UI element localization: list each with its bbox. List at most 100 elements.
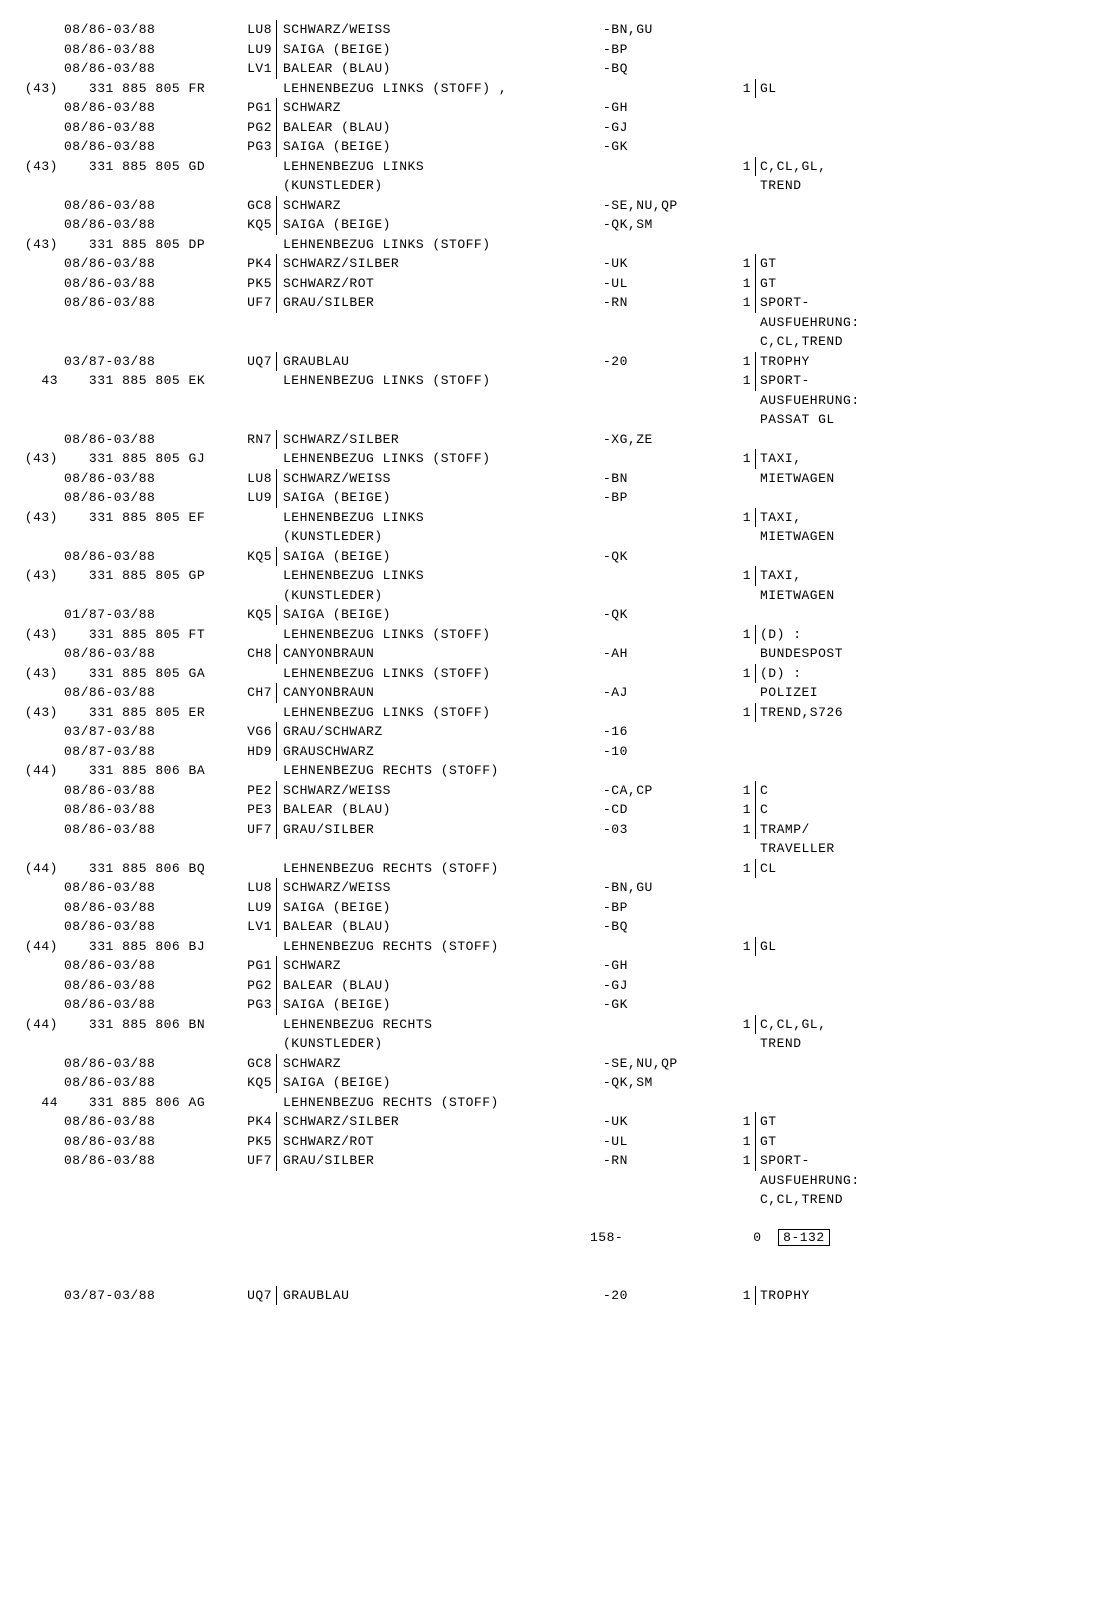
table-row: 08/86-03/88PK4SCHWARZ/SILBER-UK1GT (10, 1112, 1108, 1132)
cell-desc: LEHNENBEZUG LINKS (277, 508, 603, 528)
cell-opt: -03 (603, 820, 713, 840)
cell-note: TAXI, (756, 508, 920, 528)
cell-code: LV1 (234, 59, 277, 79)
cell-qty: 1 (713, 1286, 756, 1306)
cell-code: PG3 (234, 137, 277, 157)
cell-idx: (43) (10, 235, 64, 255)
cell-note: GT (756, 1132, 920, 1152)
cell-idx: (44) (10, 761, 64, 781)
cell-desc: SCHWARZ/SILBER (277, 430, 603, 450)
cell-date: 08/86-03/88 (64, 1151, 234, 1171)
cell-date: 08/86-03/88 (64, 820, 234, 840)
cell-opt: -CA,CP (603, 781, 713, 801)
cell-opt: -16 (603, 722, 713, 742)
table-row: C,CL,TREND (10, 332, 1108, 352)
table-row: 08/86-03/88PG3SAIGA (BEIGE)-GK (10, 137, 1108, 157)
cell-qty: 1 (713, 157, 756, 177)
cell-note: C (756, 781, 920, 801)
table-row: (43) 331 885 805 DP LEHNENBEZUG LINKS (ST… (10, 235, 1108, 255)
cell-desc: (KUNSTLEDER) (277, 1034, 603, 1054)
cell-date: 331 885 806 AG (64, 1093, 234, 1113)
cell-opt: -GJ (603, 118, 713, 138)
cell-date: 08/86-03/88 (64, 547, 234, 567)
cell-note: AUSFUEHRUNG: (756, 391, 920, 411)
cell-note: GT (756, 1112, 920, 1132)
cell-code: PG1 (234, 956, 277, 976)
cell-opt: -BN,GU (603, 878, 713, 898)
cell-desc: BALEAR (BLAU) (277, 800, 603, 820)
cell-idx: (43) (10, 625, 64, 645)
cell-date: 08/86-03/88 (64, 59, 234, 79)
cell-desc: BALEAR (BLAU) (277, 917, 603, 937)
table-row: (KUNSTLEDER)MIETWAGEN (10, 586, 1108, 606)
cell-desc: CANYONBRAUN (277, 644, 603, 664)
cell-desc: LEHNENBEZUG LINKS (STOFF) (277, 449, 603, 469)
cell-date: 08/86-03/88 (64, 137, 234, 157)
cell-code: LV1 (234, 917, 277, 937)
table-row: 08/86-03/88LU9SAIGA (BEIGE)-BP (10, 488, 1108, 508)
cell-qty: 1 (713, 371, 756, 391)
cell-desc: (KUNSTLEDER) (277, 527, 603, 547)
cell-date: 331 885 805 GP (64, 566, 234, 586)
table-row: 08/86-03/88GC8SCHWARZ-SE,NU,QP (10, 1054, 1108, 1074)
table-row: (43) 331 885 805 EFLEHNENBEZUG LINKS1TAX… (10, 508, 1108, 528)
cell-code: KQ5 (234, 605, 277, 625)
cell-qty: 1 (713, 937, 756, 957)
cell-date: 331 885 805 EK (64, 371, 234, 391)
cell-desc: SCHWARZ/WEISS (277, 20, 603, 40)
table-row: (43) 331 885 805 FTLEHNENBEZUG LINKS (ST… (10, 625, 1108, 645)
cell-date: 331 885 805 FT (64, 625, 234, 645)
cell-date: 08/86-03/88 (64, 293, 234, 313)
cell-opt: -BN,GU (603, 20, 713, 40)
cell-qty: 1 (713, 859, 756, 879)
cell-date: 08/86-03/88 (64, 683, 234, 703)
cell-qty: 1 (713, 781, 756, 801)
table-row: (43) 331 885 805 GALEHNENBEZUG LINKS (ST… (10, 664, 1108, 684)
cell-code: LU8 (234, 878, 277, 898)
cell-note: C,CL,GL, (756, 157, 920, 177)
cell-date: 08/86-03/88 (64, 1054, 234, 1074)
cell-date: 08/86-03/88 (64, 98, 234, 118)
cell-date: 331 885 805 DP (64, 235, 234, 255)
cell-date: 08/86-03/88 (64, 488, 234, 508)
table-row: C,CL,TREND (10, 1190, 1108, 1210)
table-row: 08/86-03/88LU8SCHWARZ/WEISS-BN,GU (10, 878, 1108, 898)
cell-note: C,CL,TREND (756, 1190, 920, 1210)
cell-code: UF7 (234, 820, 277, 840)
cell-note: SPORT- (756, 1151, 920, 1171)
cell-code: PE2 (234, 781, 277, 801)
cell-note: GL (756, 937, 920, 957)
cell-note: POLIZEI (756, 683, 920, 703)
cell-opt: -BP (603, 488, 713, 508)
cell-opt: -GK (603, 137, 713, 157)
table-row: (44) 331 885 806 BNLEHNENBEZUG RECHTS1C,… (10, 1015, 1108, 1035)
cell-opt: -20 (603, 352, 713, 372)
cell-date: 331 885 805 EF (64, 508, 234, 528)
table-row: 08/86-03/88CH7CANYONBRAUN-AJPOLIZEI (10, 683, 1108, 703)
table-row: PASSAT GL (10, 410, 1108, 430)
cell-code: PE3 (234, 800, 277, 820)
cell-qty: 1 (713, 664, 756, 684)
cell-note: TRAMP/ (756, 820, 920, 840)
cell-desc: SCHWARZ (277, 1054, 603, 1074)
table-row: 08/86-03/88PE3BALEAR (BLAU)-CD1C (10, 800, 1108, 820)
cell-date: 08/86-03/88 (64, 196, 234, 216)
table-row: 08/86-03/88PK4SCHWARZ/SILBER-UK1GT (10, 254, 1108, 274)
cell-opt: -20 (603, 1286, 713, 1306)
cell-date: 03/87-03/88 (64, 722, 234, 742)
table-row: 08/86-03/88LU9SAIGA (BEIGE)-BP (10, 898, 1108, 918)
cell-code: PG2 (234, 976, 277, 996)
table-row: 08/86-03/88PG2BALEAR (BLAU)-GJ (10, 976, 1108, 996)
table-row: AUSFUEHRUNG: (10, 391, 1108, 411)
table-row: 08/86-03/88PE2SCHWARZ/WEISS-CA,CP1C (10, 781, 1108, 801)
cell-opt: -BP (603, 898, 713, 918)
table-row: (43) 331 885 805 GDLEHNENBEZUG LINKS1C,C… (10, 157, 1108, 177)
cell-desc: GRAU/SILBER (277, 293, 603, 313)
cell-opt: -10 (603, 742, 713, 762)
cell-opt: -UK (603, 1112, 713, 1132)
cell-desc: LEHNENBEZUG LINKS (STOFF) (277, 235, 603, 255)
cell-date: 08/86-03/88 (64, 118, 234, 138)
cell-idx: (43) (10, 449, 64, 469)
cell-code: LU9 (234, 488, 277, 508)
cell-opt: -QK,SM (603, 1073, 713, 1093)
